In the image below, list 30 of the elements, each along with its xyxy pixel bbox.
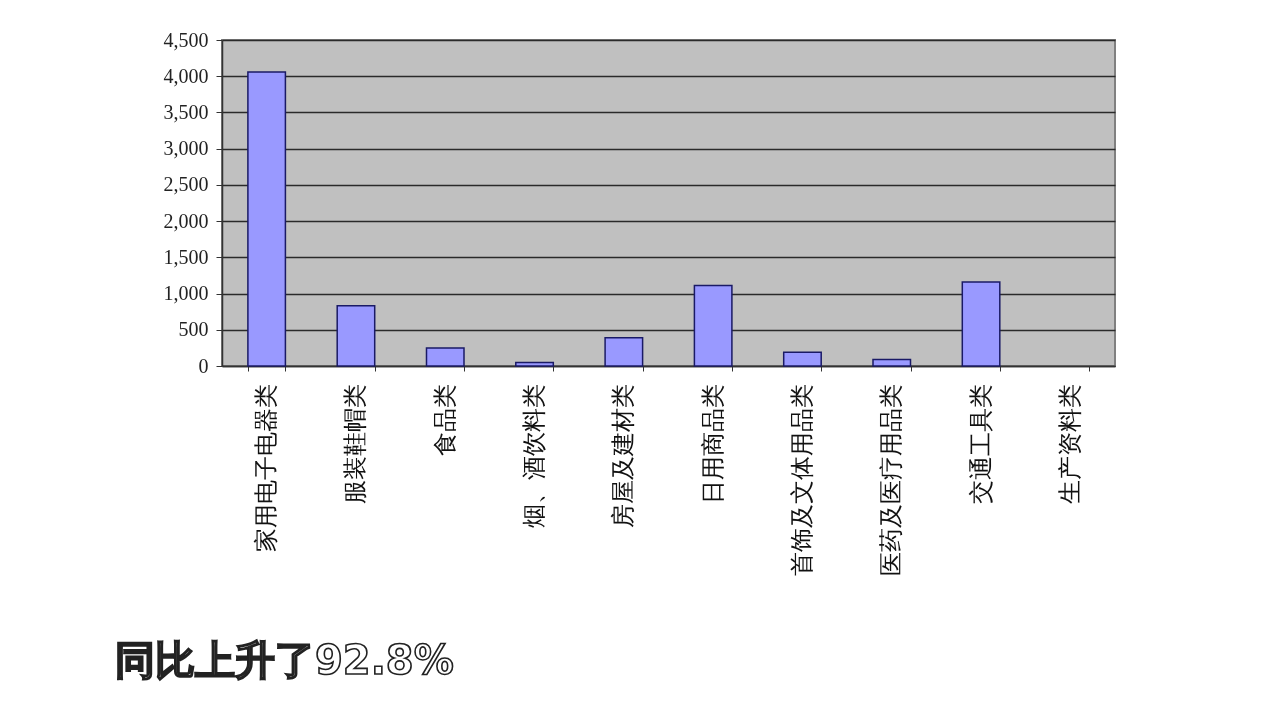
x-tick-label: 日用商品类 [698,383,727,504]
y-tick-label: 500 [178,318,209,341]
x-tick-label: 家用电子电器类 [252,383,281,552]
bar [604,337,644,367]
bar [961,281,1001,367]
y-tick-label: 1,000 [163,282,209,305]
x-tick-label: 服装鞋帽类 [341,383,370,504]
x-tick-label: 烟、酒饮料类 [520,383,549,528]
x-tick-label: 医药及医疗用品类 [877,383,906,576]
y-tick-label: 1,500 [163,245,209,268]
y-tick-label: 0 [198,354,209,377]
x-tick-label: 首饰及文体用品类 [787,383,816,576]
y-tick-label: 2,000 [163,209,209,232]
bar [872,358,912,367]
y-tick-label: 2,500 [163,173,209,196]
bar [693,284,733,367]
text: 同比上升了92.8% [115,637,454,683]
x-tick-label: 交通工具类 [966,383,995,504]
y-tick-label: 3,000 [163,137,209,160]
y-tick-label: 4,500 [163,28,209,51]
bar [782,351,822,367]
bar [425,347,465,367]
y-tick-label: 4,000 [163,64,209,87]
x-tick-label: 食品类 [430,383,459,456]
bar [336,305,376,367]
x-tick-label: 房屋及建材类 [609,383,638,528]
bar [515,361,555,367]
x-tick-label: 生产资料类 [1055,383,1084,504]
bar [247,71,287,367]
y-tick-label: 3,500 [163,100,209,123]
